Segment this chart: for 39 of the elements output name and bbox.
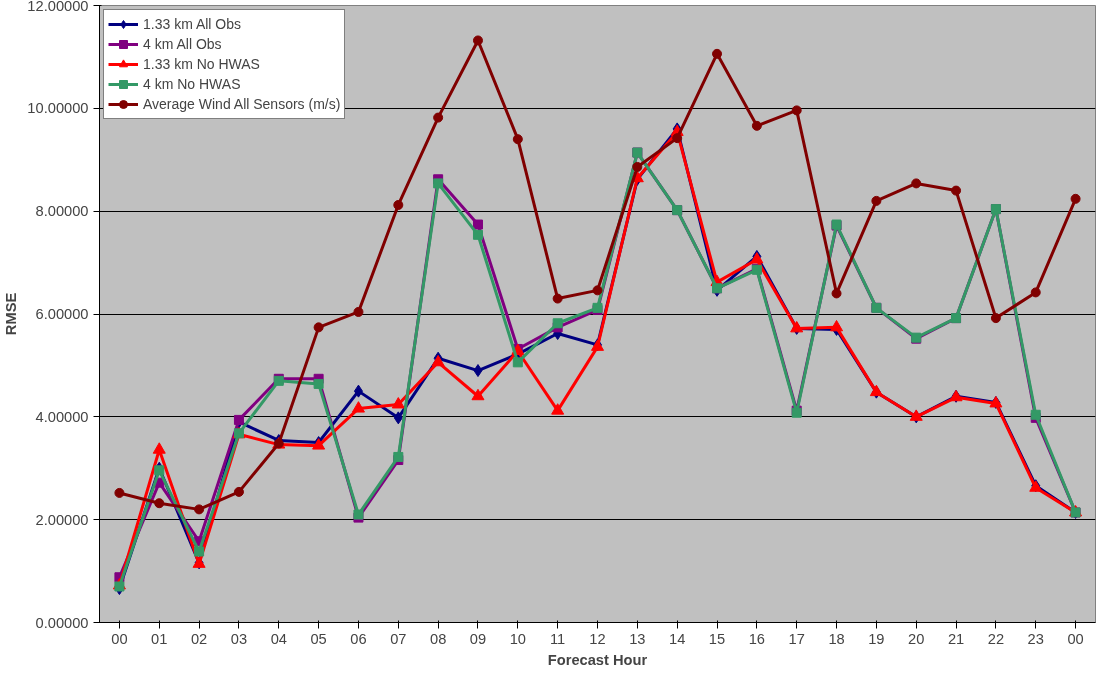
legend-label: 4 km No HWAS xyxy=(143,76,241,92)
x-tick-label: 16 xyxy=(748,630,766,647)
legend-label: 1.33 km All Obs xyxy=(143,16,242,32)
x-tick-label: 00 xyxy=(1067,630,1084,647)
x-tick-label: 22 xyxy=(987,630,1005,647)
x-tick-label: 07 xyxy=(390,630,407,647)
x-tick-label: 21 xyxy=(947,630,965,647)
y-tick-label: 8.00000 xyxy=(35,203,89,220)
y-tick-label: 6.00000 xyxy=(35,306,89,322)
x-tick-label: 17 xyxy=(788,630,805,647)
x-tick-label: 15 xyxy=(708,630,726,647)
y-tick-label: 4.00000 xyxy=(35,408,89,425)
x-tick-label: 06 xyxy=(350,630,367,647)
x-tick-label: 10 xyxy=(509,630,526,647)
x-tick-label: 13 xyxy=(629,630,646,647)
y-tick-label: 10.00000 xyxy=(27,100,89,117)
x-tick-label: 09 xyxy=(469,630,487,647)
x-tick-label: 12 xyxy=(589,630,606,647)
x-tick-label: 14 xyxy=(669,630,686,647)
x-tick-label: 00 xyxy=(111,630,128,647)
x-tick-label: 04 xyxy=(270,630,287,647)
y-tick-label: 2.00000 xyxy=(35,511,89,528)
y-axis-title: RMSE xyxy=(3,292,20,336)
x-tick-label: 01 xyxy=(151,630,168,647)
x-tick-label: 02 xyxy=(190,630,208,647)
x-tick-label: 20 xyxy=(908,630,925,647)
x-tick-label: 05 xyxy=(310,630,327,647)
y-tick-label: 0.00000 xyxy=(35,614,89,631)
x-tick-label: 03 xyxy=(230,630,248,647)
x-tick-label: 23 xyxy=(1027,630,1044,647)
legend-label: Average Wind All Sensors (m/s) xyxy=(143,96,341,112)
x-tick-label: 18 xyxy=(828,630,845,647)
x-tick-label: 08 xyxy=(429,630,447,647)
x-tick-label: 19 xyxy=(868,630,885,647)
legend-label: 1.33 km No HWAS xyxy=(143,56,260,72)
y-tick-label: 12.00000 xyxy=(27,0,89,14)
x-tick-label: 11 xyxy=(550,630,566,647)
x-axis-title: Forecast Hour xyxy=(547,651,648,668)
legend-label: 4 km All Obs xyxy=(143,36,222,52)
